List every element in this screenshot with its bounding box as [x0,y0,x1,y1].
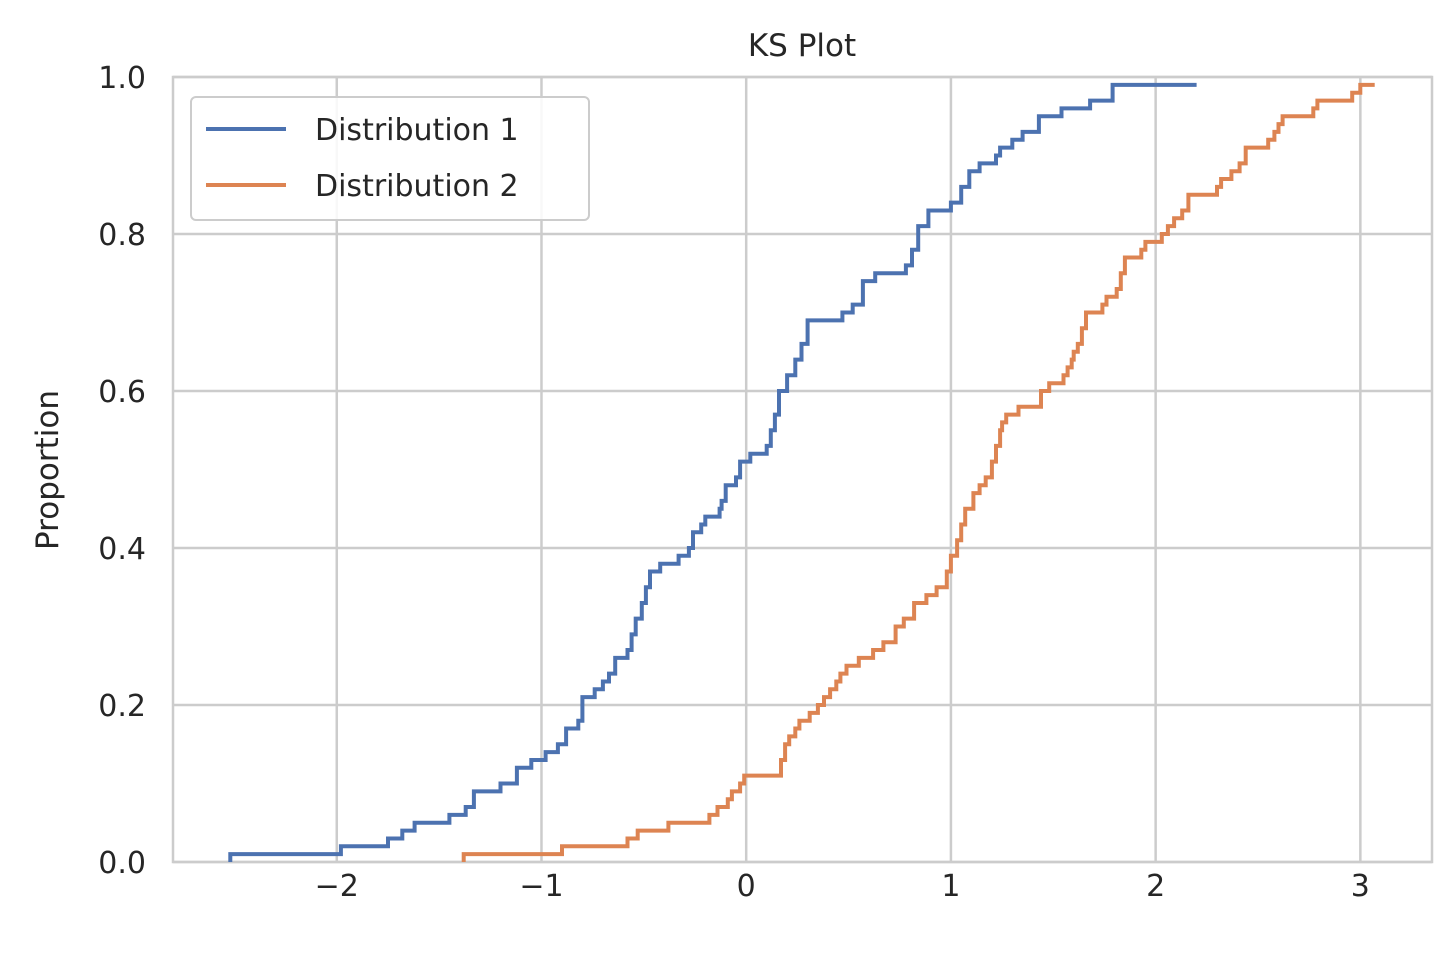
y-tick-label: 0.8 [98,218,146,253]
chart-title: KS Plot [748,28,856,64]
y-tick-label: 0.4 [98,532,146,567]
x-tick-label: 1 [941,869,960,904]
x-tick-label: 0 [737,869,756,904]
legend-frame [190,96,590,221]
plot-frame [171,75,1434,864]
y-axis-label: Proportion [30,390,66,550]
x-tick-label: −2 [315,869,359,904]
x-tick-label: 2 [1146,869,1165,904]
y-tick-label: 0.2 [98,689,146,724]
y-tick-label: 0.0 [98,846,146,881]
y-tick-label: 0.6 [98,375,146,410]
series-line-distribution-2 [461,82,1375,862]
x-tick-label: −1 [519,869,563,904]
series-layer [228,82,1375,862]
grid-lines [173,75,1432,864]
series-line-distribution-1 [228,82,1197,862]
tick-labels: −2 −1 0 1 2 3 0.0 0.2 0.4 0.6 0.8 1.0 [98,61,1370,904]
legend-label-distribution-1: Distribution 1 [315,113,519,148]
legend: Distribution 1 Distribution 2 [190,96,590,221]
x-tick-label: 3 [1351,869,1370,904]
y-tick-label: 1.0 [98,61,146,96]
legend-label-distribution-2: Distribution 2 [315,169,519,204]
